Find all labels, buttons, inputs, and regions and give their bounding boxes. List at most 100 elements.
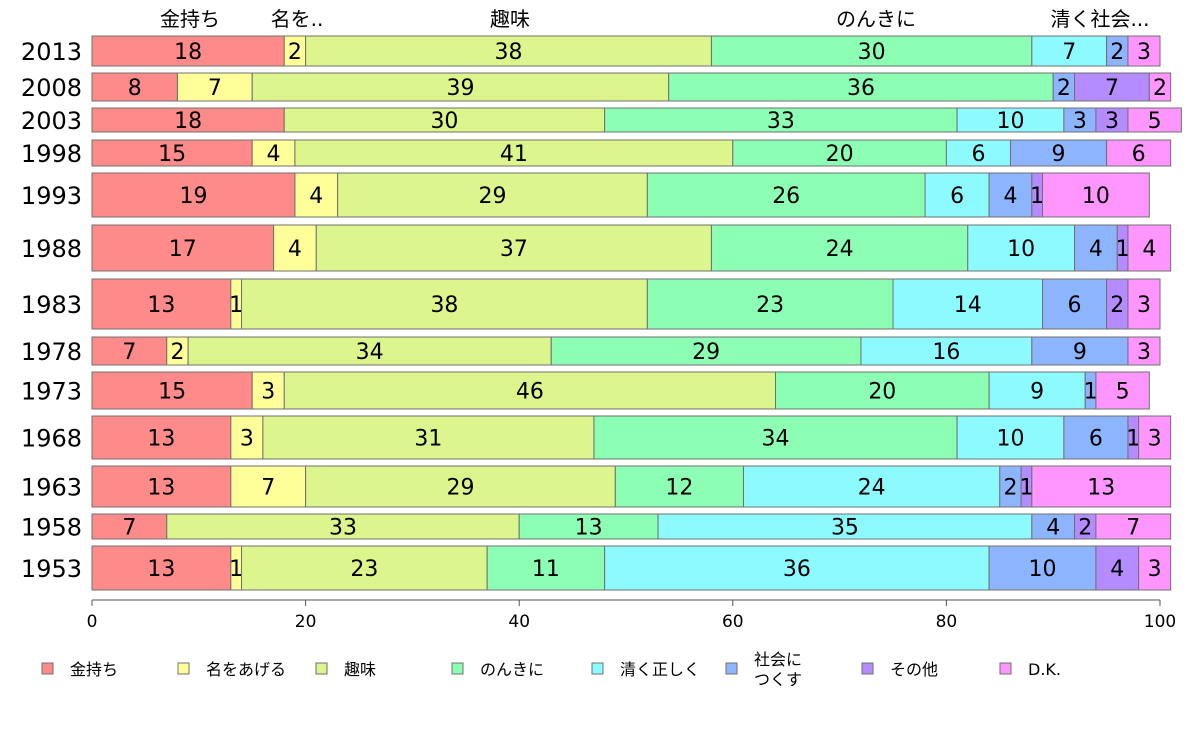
bar-segment xyxy=(646,278,894,330)
data-label: 20 xyxy=(868,380,896,405)
bar-rows: 18 2 38 30 7 2 38 7 39 36 2 7 218 30 33 10 3 3 515 4 41 20 6 9 6… xyxy=(91,35,1182,591)
legend-item: 金持ち xyxy=(41,660,118,679)
data-label: 4 xyxy=(1089,237,1103,262)
data-label: 37 xyxy=(500,237,528,262)
bar-segment xyxy=(1148,72,1172,102)
data-label: 9 xyxy=(1052,142,1066,167)
data-label: 33 xyxy=(767,109,795,134)
data-label: 13 xyxy=(1087,476,1115,501)
bar-segment xyxy=(1031,465,1172,508)
data-label: 38 xyxy=(495,40,523,65)
bar-segment xyxy=(710,224,969,272)
data-label: 13 xyxy=(147,427,175,452)
bar-row-1963: 13 7 29 12 24 2 1 13 xyxy=(91,465,1172,508)
bar-segment xyxy=(710,35,1033,67)
x-tick-label: 80 xyxy=(936,612,958,632)
legend-swatch xyxy=(591,662,604,675)
y-tick-label: 1978 xyxy=(21,338,82,366)
bar-segment xyxy=(315,224,712,272)
column-header: 名を.. xyxy=(271,7,324,31)
y-tick-label: 1953 xyxy=(21,555,82,583)
data-label: 13 xyxy=(147,293,175,318)
bar-segment xyxy=(230,465,307,508)
bar-segment xyxy=(91,371,253,410)
data-label: 10 xyxy=(1082,184,1110,209)
bar-segment xyxy=(251,72,670,102)
bar-row-1998: 15 4 41 20 6 9 6 xyxy=(91,139,1172,167)
bar-row-1958: 7 33 13 35 4 2 7 xyxy=(91,513,1172,541)
bar-segment xyxy=(91,72,178,102)
legend-label: 社会につくす xyxy=(754,650,802,689)
data-label: 1 xyxy=(229,557,243,582)
bar-segment xyxy=(1127,336,1161,366)
data-label: 7 xyxy=(208,76,222,101)
data-label: 30 xyxy=(430,109,458,134)
bar-segment xyxy=(988,172,1033,218)
data-label: 13 xyxy=(147,557,175,582)
bar-segment xyxy=(1106,139,1172,167)
column-header: 趣味 xyxy=(490,7,530,31)
bar-segment xyxy=(742,465,1001,508)
bar-row-1988: 17 4 37 24 10 4 1 4 xyxy=(91,224,1172,272)
bar-segment xyxy=(775,371,990,410)
column-header: のんきに xyxy=(836,7,916,31)
data-label: 29 xyxy=(692,340,720,365)
data-label: 3 xyxy=(1073,109,1087,134)
data-label: 26 xyxy=(772,184,800,209)
bar-segment xyxy=(91,224,275,272)
bar-segment xyxy=(294,139,734,167)
data-label: 2 xyxy=(1057,76,1071,101)
data-label: 24 xyxy=(826,237,854,262)
bar-segment xyxy=(604,107,958,133)
bar-segment xyxy=(1138,545,1172,591)
data-label: 7 xyxy=(122,516,136,541)
data-label: 7 xyxy=(1105,76,1119,101)
data-label: 3 xyxy=(1105,109,1119,134)
bar-segment xyxy=(1074,224,1118,272)
legend-label: D.K. xyxy=(1028,660,1061,679)
data-label: 7 xyxy=(261,476,275,501)
data-label: 34 xyxy=(356,340,384,365)
bar-segment xyxy=(518,513,659,540)
data-label: 17 xyxy=(169,237,197,262)
bar-row-2003: 18 30 33 10 3 3 5 xyxy=(91,107,1182,134)
bar-segment xyxy=(91,513,168,540)
bar-segment xyxy=(1031,35,1108,67)
data-label: 1 xyxy=(1030,184,1044,209)
bar-segment xyxy=(924,172,990,218)
bar-row-1978: 7 2 34 29 16 9 3 xyxy=(91,336,1161,366)
bar-segment xyxy=(1042,278,1108,330)
data-label: 6 xyxy=(1089,427,1103,452)
bar-segment xyxy=(305,35,712,67)
data-label: 2 xyxy=(170,340,184,365)
y-tick-label: 1998 xyxy=(21,140,82,168)
data-label: 4 xyxy=(267,142,281,167)
data-label: 46 xyxy=(516,380,544,405)
data-label: 4 xyxy=(1110,557,1124,582)
bar-segment xyxy=(91,139,253,167)
column-header: 清く社会... xyxy=(1050,7,1149,31)
data-label: 11 xyxy=(532,557,560,582)
bar-row-2013: 18 2 38 30 7 2 3 xyxy=(91,35,1161,67)
bar-row-1953: 13 1 23 11 36 10 4 3 xyxy=(91,545,1172,591)
bar-segment xyxy=(176,72,253,102)
bar-segment xyxy=(988,371,1086,410)
y-axis: 2013 2008 2003 1998 1993 1988 1983 1978 1973 1968… xyxy=(21,38,82,583)
data-label: 2 xyxy=(288,40,302,65)
data-label: 4 xyxy=(1046,516,1060,541)
legend-item: 趣味 xyxy=(315,660,376,679)
legend-item: 社会につくす xyxy=(725,650,802,689)
bar-segment xyxy=(1031,336,1129,366)
data-label: 4 xyxy=(309,184,323,209)
y-tick-label: 1993 xyxy=(21,182,82,210)
bar-row-1968: 13 3 31 34 10 6 1 3 xyxy=(91,415,1172,460)
bar-segment xyxy=(1031,513,1076,540)
data-label: 10 xyxy=(1029,557,1057,582)
legend-item: その他 xyxy=(861,660,938,679)
y-tick-label: 2013 xyxy=(21,38,82,66)
bar-segment xyxy=(967,224,1076,272)
data-label: 7 xyxy=(1126,516,1140,541)
data-label: 34 xyxy=(762,427,790,452)
data-label: 2 xyxy=(1153,76,1167,101)
bar-segment xyxy=(241,278,648,330)
